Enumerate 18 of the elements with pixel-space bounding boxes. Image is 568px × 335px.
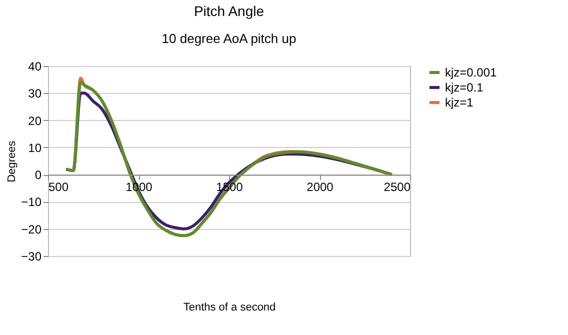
y-tick-label: 20 — [28, 114, 42, 128]
legend-label: kjz=0.1 — [445, 80, 484, 94]
legend-label: kjz=0.001 — [445, 66, 498, 80]
x-tick-label: 2500 — [384, 180, 411, 194]
chart-subtitle: 10 degree AoA pitch up — [162, 31, 296, 46]
y-tick-label: 40 — [28, 60, 42, 74]
y-tick-label: −20 — [21, 222, 42, 236]
x-axis-title: Tenths of a second — [183, 302, 276, 314]
legend-label: kjz=1 — [445, 96, 474, 110]
y-tick-label: 0 — [34, 168, 42, 182]
y-tick-label: −30 — [21, 250, 42, 264]
y-tick-label: 30 — [28, 86, 42, 101]
chart-title: Pitch Angle — [194, 3, 264, 19]
y-tick-label: 10 — [28, 140, 42, 155]
x-tick-label: 2000 — [306, 180, 334, 194]
x-tick-label: 500 — [48, 180, 69, 194]
y-axis-title: Degrees — [6, 140, 18, 182]
y-tick-label: −10 — [21, 195, 42, 210]
